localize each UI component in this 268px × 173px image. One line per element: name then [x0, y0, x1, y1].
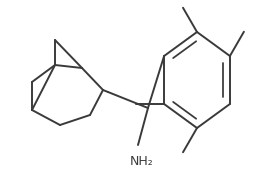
Text: NH₂: NH₂: [130, 155, 154, 168]
